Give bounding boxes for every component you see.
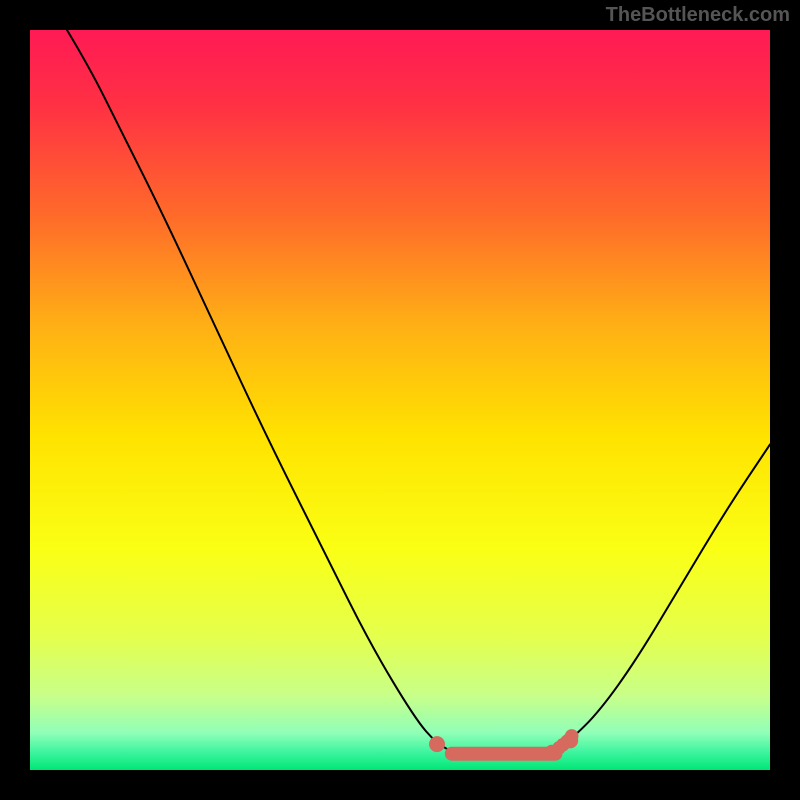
chart-stage: TheBottleneck.com [0,0,800,800]
marker-right-dot [562,732,578,748]
watermark-text: TheBottleneck.com [606,4,790,27]
plot-overlay [30,30,770,770]
marker-left-dot [429,736,445,752]
bottleneck-curve [67,30,770,759]
plot-area [30,30,770,770]
